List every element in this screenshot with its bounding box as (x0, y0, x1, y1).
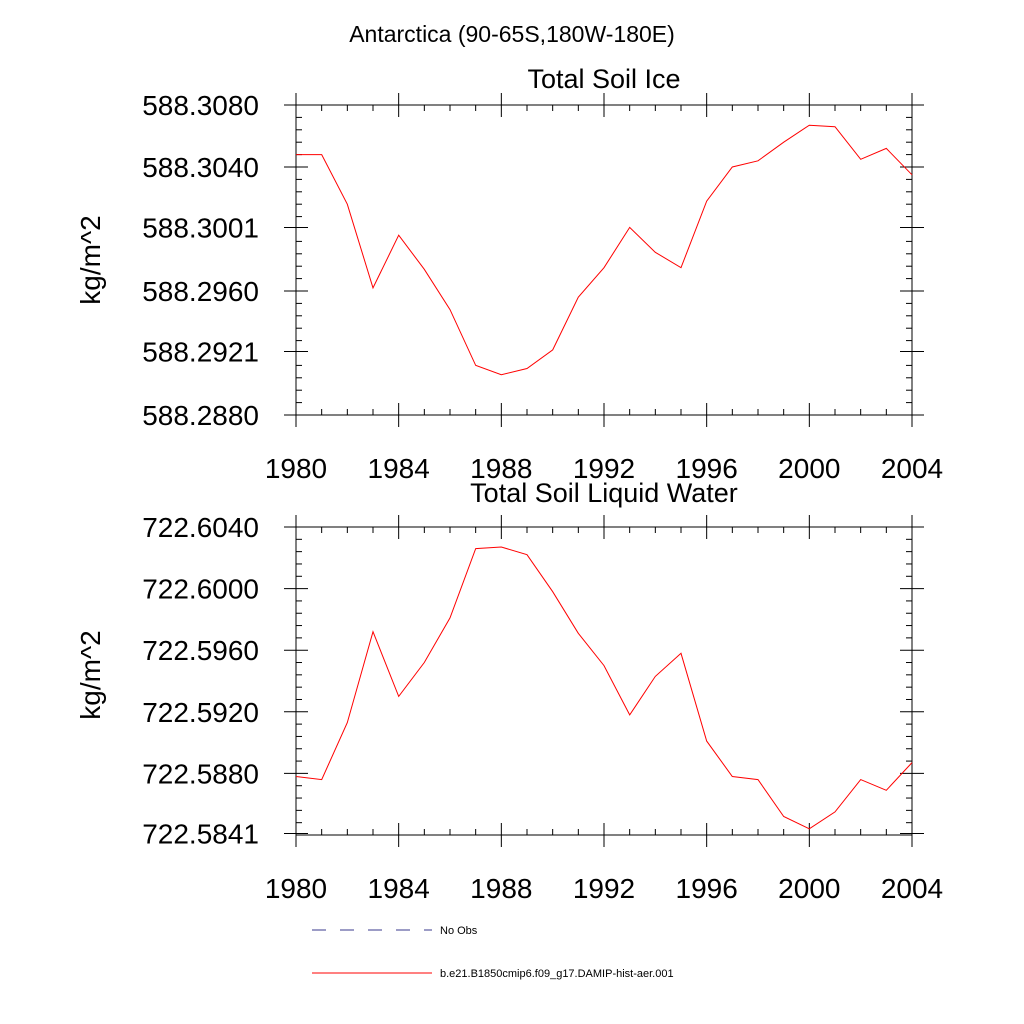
soil-ice-y-tick-label: 588.3040 (142, 152, 259, 183)
soil-liquid-water-y-tick-label: 722.5920 (142, 697, 259, 728)
soil-liquid-water-y-tick-label: 722.5960 (142, 635, 259, 666)
soil-ice-y-tick-label: 588.2960 (142, 276, 259, 307)
soil-ice-y-tick-label: 588.2880 (142, 400, 259, 431)
soil-ice-title: Total Soil Ice (527, 64, 680, 94)
soil-liquid-water-plot-frame (295, 526, 913, 836)
soil-ice-y-tick-label: 588.3080 (142, 90, 259, 121)
soil-ice-x-tick-label: 1996 (676, 453, 738, 484)
figure-title: Antarctica (90-65S,180W-180E) (349, 21, 675, 47)
soil-ice-x-tick-label: 1984 (368, 453, 430, 484)
soil-ice-y-tick-label: 588.2921 (142, 336, 259, 367)
soil-ice-x-tick-label: 2004 (881, 453, 943, 484)
soil-liquid-water-x-tick-label: 1980 (265, 873, 327, 904)
soil-ice-x-tick-label: 1992 (573, 453, 635, 484)
soil-liquid-water-y-tick-label: 722.5880 (142, 758, 259, 789)
soil-ice-series-line (296, 124, 913, 376)
soil-liquid-water-x-tick-label: 1996 (676, 873, 738, 904)
soil-liquid-water-panel: Total Soil Liquid Water kg/m^2 1980 1984 1… (75, 478, 943, 904)
soil-liquid-water-ylabel: kg/m^2 (75, 630, 106, 719)
legend: No Obs b.e21.B1850cmip6.f09_g17.DAMIP-hi… (312, 925, 674, 980)
soil-ice-x-tick-label: 1988 (470, 453, 532, 484)
soil-ice-plot-frame (295, 104, 913, 416)
legend-no-obs-label: No Obs (440, 925, 478, 937)
soil-liquid-water-x-tick-label: 2000 (778, 873, 840, 904)
soil-liquid-water-title: Total Soil Liquid Water (470, 478, 738, 508)
legend-model-label: b.e21.B1850cmip6.f09_g17.DAMIP-hist-aer.… (440, 968, 674, 980)
soil-liquid-water-y-tick-label: 722.5841 (142, 818, 259, 849)
soil-liquid-water-y-tick-label: 722.6000 (142, 574, 259, 605)
soil-liquid-water-x-tick-label: 1988 (470, 873, 532, 904)
soil-liquid-water-series-line (295, 546, 913, 830)
soil-liquid-water-x-tick-label: 1992 (573, 873, 635, 904)
soil-liquid-water-x-tick-label: 1984 (368, 873, 430, 904)
soil-ice-y-tick-label: 588.3001 (142, 212, 259, 243)
soil-ice-x-tick-label: 2000 (778, 453, 840, 484)
soil-ice-panel: Total Soil Ice kg/m^2 1980 1984 1988 1992 19… (75, 64, 943, 484)
soil-liquid-water-y-tick-label: 722.6040 (142, 512, 259, 543)
soil-liquid-water-x-tick-label: 2004 (881, 873, 943, 904)
soil-ice-ylabel: kg/m^2 (75, 215, 106, 304)
soil-ice-x-tick-label: 1980 (265, 453, 327, 484)
